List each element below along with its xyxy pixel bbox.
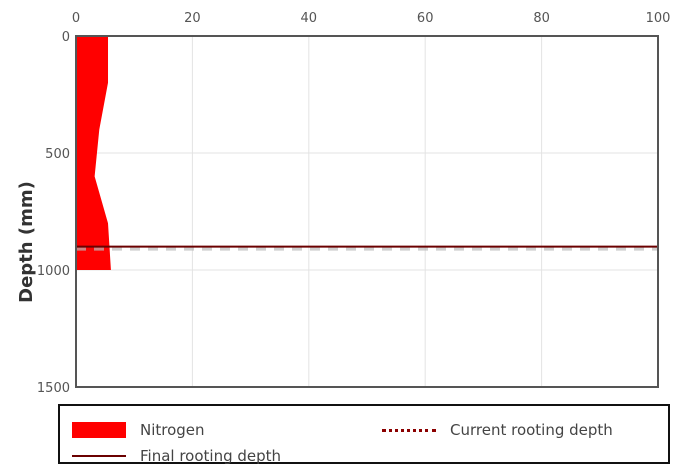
x-axis-ticks: 0 20 40 60 80 100 (72, 11, 671, 26)
y-axis-ticks: 0 500 1000 1500 (37, 30, 70, 396)
gridlines (76, 36, 658, 387)
legend-item-nitrogen: Nitrogen (72, 420, 205, 440)
y-tick-label: 0 (62, 30, 70, 45)
current-rooting-depth-swatch (382, 428, 436, 432)
legend-label-final-rooting-depth: Final rooting depth (140, 447, 282, 465)
nitrogen-swatch (72, 422, 126, 438)
y-axis-label: Depth (mm) (16, 181, 37, 303)
depth-profile-chart: 0 20 40 60 80 100 0 500 1000 1500 Depth (mm) (16, 11, 671, 396)
x-tick-label: 0 (72, 11, 80, 26)
x-tick-label: 60 (417, 11, 434, 26)
nitrogen-area (76, 36, 111, 270)
series-layer (76, 36, 111, 270)
final-rooting-depth-swatch (72, 455, 126, 457)
x-tick-label: 100 (646, 11, 671, 26)
y-tick-label: 1500 (37, 381, 70, 396)
legend-label-nitrogen: Nitrogen (140, 421, 205, 439)
x-tick-label: 40 (301, 11, 318, 26)
x-tick-label: 80 (533, 11, 550, 26)
y-tick-label: 1000 (37, 264, 70, 279)
legend-item-current-rooting-depth: Current rooting depth (382, 420, 613, 440)
legend-label-current-rooting-depth: Current rooting depth (450, 421, 613, 439)
legend: Nitrogen Current rooting depth Final roo… (58, 404, 670, 466)
legend-item-final-rooting-depth: Final rooting depth (72, 446, 281, 466)
rooting-depth-lines (76, 245, 658, 251)
x-tick-label: 20 (184, 11, 201, 26)
y-tick-label: 500 (45, 147, 70, 162)
plot-frame (75, 35, 659, 388)
